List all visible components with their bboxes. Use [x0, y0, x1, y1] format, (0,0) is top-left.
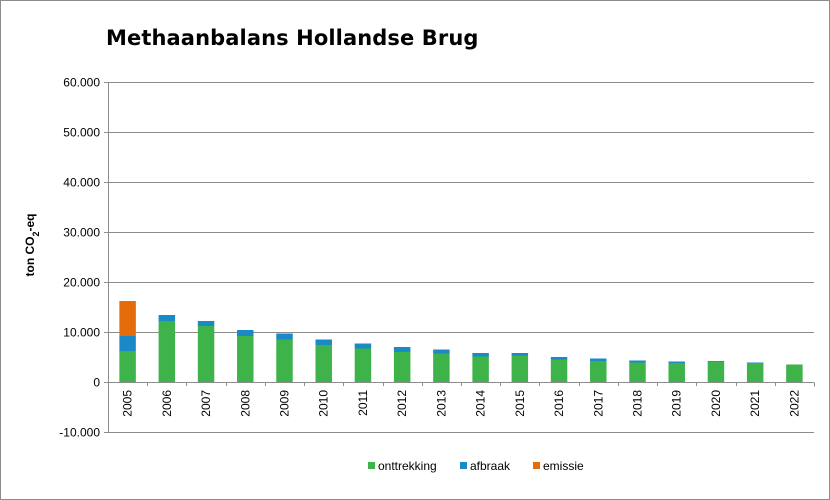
- legend-label-emissie: emissie: [543, 459, 584, 473]
- x-tick-label: 2016: [552, 390, 566, 417]
- y-tick-label: 50.000: [63, 126, 100, 140]
- legend: onttrekking afbraak emissie: [368, 459, 584, 473]
- y-tick-label: -10.000: [59, 426, 100, 440]
- bar-afbraak-2016: [550, 357, 568, 360]
- bar-afbraak-2007: [197, 321, 215, 326]
- bar-afbraak-2009: [276, 333, 293, 340]
- x-tick-label: 2008: [238, 390, 252, 417]
- bar-afbraak-2006: [158, 315, 176, 321]
- bar-onttrekking-2021: [746, 363, 764, 382]
- y-axis-label: ton CO2-eq: [23, 213, 41, 276]
- bar-onttrekking-2010: [315, 345, 332, 382]
- bar-onttrekking-2013: [433, 353, 450, 382]
- bar-onttrekking-2022: [786, 364, 803, 382]
- legend-item-emissie: emissie: [533, 459, 584, 473]
- y-tick-label: 20.000: [63, 276, 100, 290]
- legend-swatch-onttrekking: [368, 462, 375, 469]
- legend-label-onttrekking: onttrekking: [378, 459, 437, 473]
- x-tick-label: 2011: [356, 390, 370, 416]
- bar-afbraak-2017: [590, 358, 607, 361]
- legend-item-onttrekking: onttrekking: [368, 459, 437, 473]
- x-tick-label: 2021: [748, 390, 762, 417]
- bar-onttrekking-2016: [550, 359, 568, 382]
- legend-swatch-emissie: [533, 462, 540, 469]
- y-axis-label-main: ton CO: [23, 237, 37, 277]
- y-axis-label-sub: 2: [31, 231, 41, 236]
- x-tick-label: 2009: [278, 390, 292, 417]
- bars: [119, 301, 803, 382]
- x-tick-label: 2015: [513, 390, 527, 417]
- y-tick-label: 10.000: [63, 326, 100, 340]
- y-tick-label: 40.000: [63, 176, 100, 190]
- bar-afbraak-2018: [629, 360, 646, 363]
- bar-afbraak-2011: [354, 343, 372, 349]
- x-axis: 2005 2006 2007 2008 2009 2010 2011 2012 2013 2014…: [108, 382, 815, 417]
- bar-onttrekking-2017: [590, 361, 607, 382]
- x-tick-label: 2018: [631, 390, 645, 417]
- x-tick-label: 2006: [160, 390, 174, 417]
- bar-afbraak-2012: [393, 347, 411, 352]
- bar-afbraak-2015: [511, 353, 529, 356]
- legend-label-afbraak: afbraak: [470, 459, 511, 473]
- bar-afbraak-2019: [668, 361, 685, 363]
- bar-onttrekking-2015: [511, 355, 529, 382]
- bar-onttrekking-2008: [237, 336, 254, 382]
- bar-onttrekking-2012: [393, 352, 411, 382]
- bar-onttrekking-2011: [354, 348, 372, 382]
- bar-onttrekking-2018: [629, 362, 646, 382]
- bar-onttrekking-2019: [668, 363, 685, 382]
- bar-afbraak-2008: [237, 330, 254, 336]
- bar-onttrekking-2005: [119, 351, 136, 382]
- x-tick-label: 2007: [199, 390, 213, 417]
- x-tick-label: 2014: [474, 390, 488, 417]
- bar-onttrekking-2014: [472, 356, 489, 382]
- y-tick-label: 0: [93, 376, 100, 390]
- legend-swatch-afbraak: [460, 462, 467, 469]
- chart-title: Methaanbalans Hollandse Brug: [106, 26, 479, 50]
- bar-afbraak-2005: [119, 336, 136, 351]
- bar-afbraak-2014: [472, 353, 489, 357]
- y-axis-label-tail: -eq: [23, 213, 37, 231]
- bar-afbraak-2013: [433, 349, 450, 354]
- legend-item-afbraak: afbraak: [460, 459, 511, 473]
- x-tick-label: 2010: [317, 390, 331, 417]
- bar-onttrekking-2009: [276, 339, 293, 382]
- bar-onttrekking-2020: [707, 361, 725, 382]
- bar-afbraak-2021: [746, 362, 764, 363]
- y-tick-label: 30.000: [63, 226, 100, 240]
- x-tick-label: 2005: [121, 390, 135, 417]
- x-tick-label: 2017: [591, 390, 605, 417]
- y-tick-label: 60.000: [63, 76, 100, 90]
- x-tick-label: 2019: [670, 390, 684, 417]
- x-tick-label: 2013: [434, 390, 448, 417]
- x-tick-label: 2022: [787, 390, 801, 417]
- y-axis: -10.000 0 10.000 20.000 30.000 40.000 50.000 60…: [59, 76, 109, 440]
- bar-emissie-2005: [119, 301, 136, 336]
- bar-onttrekking-2007: [197, 326, 215, 382]
- bar-onttrekking-2006: [158, 321, 176, 382]
- bar-afbraak-2010: [315, 339, 332, 345]
- bar-afbraak-2020: [707, 361, 725, 362]
- x-tick-label: 2020: [709, 390, 723, 417]
- x-tick-label: 2012: [395, 390, 409, 417]
